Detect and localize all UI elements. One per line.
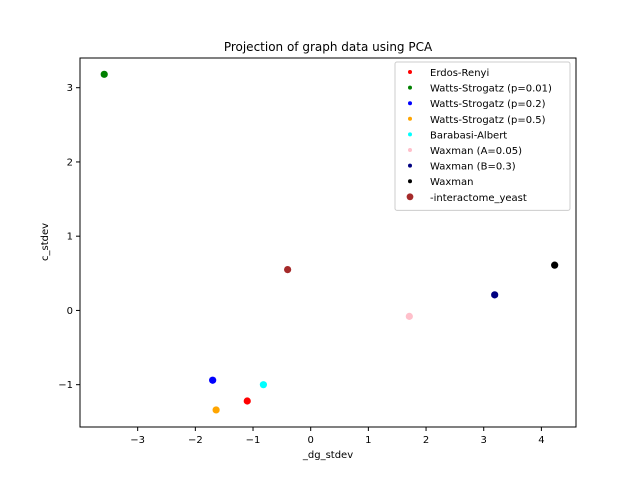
chart-title: Projection of graph data using PCA [224,40,433,54]
data-point-6 [491,291,499,299]
legend-label: -interactome_yeast [430,193,527,204]
x-tick-label: 4 [538,435,544,446]
x-tick-label: 3 [481,435,487,446]
plot-area [100,70,559,414]
x-tick-label: 2 [423,435,429,446]
y-tick-label: 1 [67,232,73,243]
legend-marker [408,70,412,74]
legend-marker [406,193,414,201]
legend-label: Barabasi-Albert [430,130,507,141]
y-axis-label: c_stdev [40,223,51,261]
y-tick-label: 2 [67,157,73,168]
x-tick-label: −2 [188,435,203,446]
y-axis-ticks: −1 0 1 2 3 [58,83,80,391]
legend-label: Watts-Strogatz (p=0.5) [430,115,546,126]
x-axis-label: _dg_stdev [302,450,353,461]
data-point-2 [209,376,217,384]
legend-label: Watts-Strogatz (p=0.01) [430,84,552,95]
legend-label: Erdos-Renyi [430,68,489,79]
legend-label: Watts-Strogatz (p=0.2) [430,99,546,110]
legend-label: Waxman [430,177,474,188]
legend-marker [408,179,412,184]
y-tick-label: −1 [58,380,73,391]
legend-marker [408,116,412,121]
legend-marker [408,148,412,152]
data-point-0 [243,397,251,405]
legend-marker [408,101,412,106]
data-point-8 [284,265,292,274]
x-tick-label: −1 [246,435,261,446]
legend-label: Waxman (A=0.05) [430,146,522,157]
legend-marker [408,85,412,90]
x-tick-label: −3 [130,435,145,446]
data-point-3 [212,406,220,414]
axes-frame [79,57,577,428]
y-tick-label: 0 [67,306,73,317]
legend-marker [408,132,412,137]
x-tick-label: 0 [308,435,314,446]
data-point-7 [551,261,559,269]
legend-marker [408,163,412,168]
legend: Erdos-Renyi Watts-Strogatz (p=0.01) Watts-… [394,61,571,211]
x-tick-label: 1 [365,435,371,446]
data-point-4 [259,381,268,389]
y-tick-label: 3 [67,83,73,94]
legend-label: Waxman (B=0.3) [430,162,516,173]
data-point-1 [100,70,108,78]
x-axis-ticks: −3 −2 −1 0 1 2 3 4 [130,427,545,446]
data-point-5 [405,312,413,320]
legend-box [394,61,571,211]
